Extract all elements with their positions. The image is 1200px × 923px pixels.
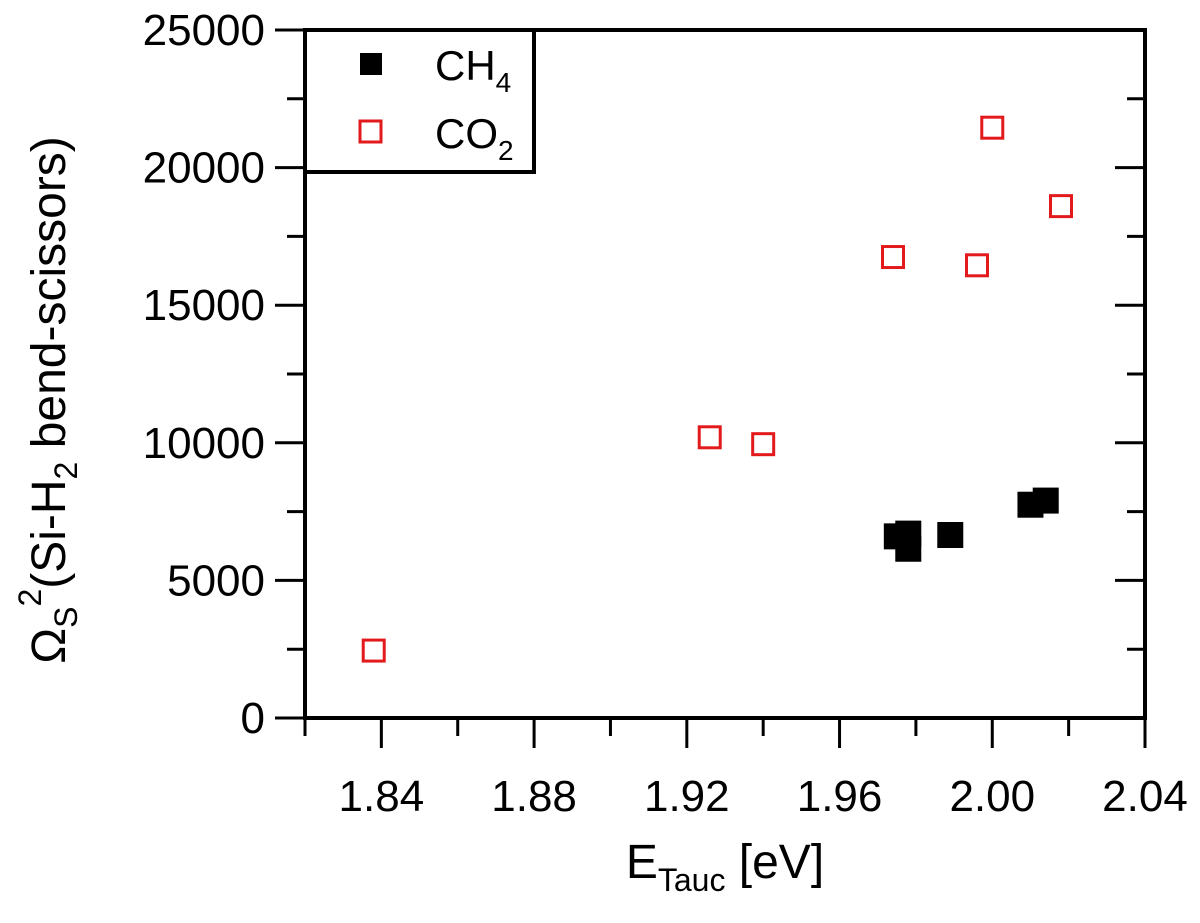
y-tick-label: 10000 <box>143 419 265 468</box>
legend-marker-co2 <box>358 119 383 144</box>
legend-label-ch4: CH4 <box>435 42 511 98</box>
x-tick-label: 1.92 <box>644 772 730 821</box>
y-tick-label: 15000 <box>143 281 265 330</box>
x-tick-label: 1.96 <box>797 772 883 821</box>
y-axis-ticks: 0 5000 10000 15000 20000 25000 <box>143 6 1145 743</box>
co2-point <box>980 115 1005 140</box>
legend-box <box>303 28 536 174</box>
x-tick-label: 1.84 <box>339 772 425 821</box>
y-axis-title: ΩS2(Si-H2 bend-scissors) <box>12 136 84 664</box>
ch4-point <box>895 535 922 562</box>
ch4-point <box>1032 487 1059 514</box>
x-tick-label: 1.88 <box>491 772 577 821</box>
y-tick-label: 5000 <box>167 556 265 605</box>
co2-point <box>361 638 386 663</box>
x-tick-label: 2.00 <box>949 772 1035 821</box>
x-tick-label: 2.04 <box>1102 772 1188 821</box>
x-axis-ticks: 1.84 1.88 1.92 1.96 2.00 2.04 <box>303 718 1188 821</box>
x-axis-title: ETauc [eV] <box>626 836 824 898</box>
legend-label-co2: CO2 <box>435 110 514 166</box>
co2-point <box>697 425 722 450</box>
y-tick-label: 0 <box>241 694 265 743</box>
co2-point <box>881 245 905 270</box>
legend-marker-ch4 <box>360 53 382 75</box>
co2-point <box>965 253 989 278</box>
data-points <box>361 115 1073 663</box>
co2-point <box>751 432 776 457</box>
ch4-point <box>937 521 964 548</box>
y-tick-label: 20000 <box>143 144 265 193</box>
legend: CH4 CO2 <box>303 28 536 174</box>
y-tick-label: 25000 <box>143 6 265 55</box>
co2-point <box>1049 194 1073 219</box>
